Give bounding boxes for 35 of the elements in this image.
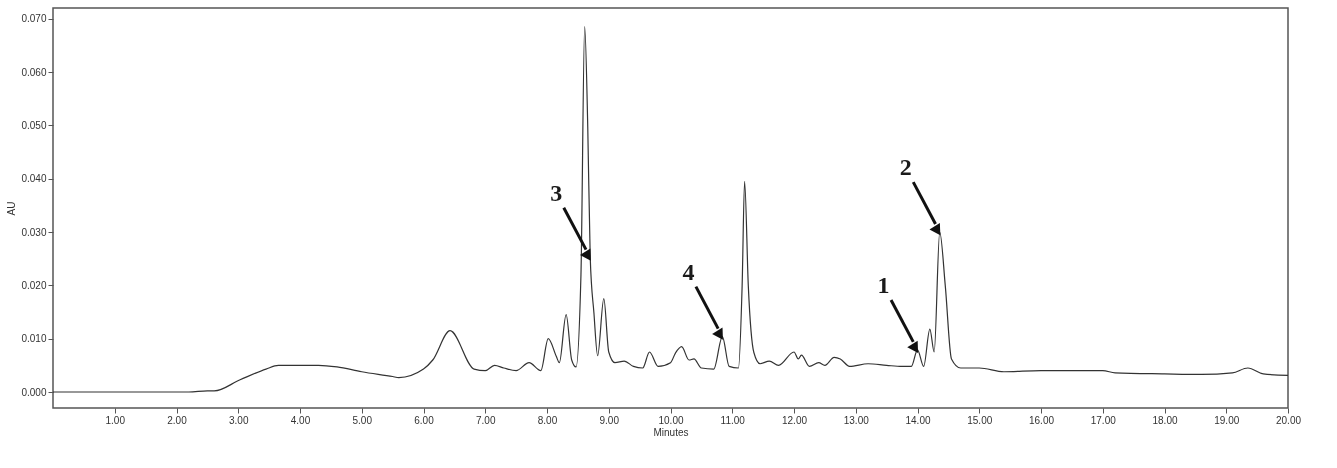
- line-series: [53, 26, 1288, 393]
- x-tick-label: 8.00: [537, 414, 558, 426]
- x-tick-label: 2.00: [167, 414, 188, 426]
- x-tick-label: 20.00: [1275, 414, 1302, 426]
- x-tick-label: 1.00: [105, 414, 126, 426]
- annotation: 4: [682, 258, 695, 285]
- x-tick-label: 11.00: [720, 414, 746, 426]
- y-tick-label: 0.000: [21, 386, 47, 398]
- annotation: 3: [550, 179, 563, 206]
- y-tick-label: 0.010: [21, 333, 47, 345]
- y-tick-label: 0.070: [21, 13, 47, 25]
- x-tick-label: 14.00: [905, 414, 931, 426]
- x-tick-label: 4.00: [290, 414, 311, 426]
- x-tick-label: 18.00: [1152, 414, 1178, 426]
- x-axis-title: Minutes: [653, 426, 689, 438]
- x-tick-label: 12.00: [781, 414, 808, 426]
- x-tick-label: 16.00: [1028, 414, 1055, 426]
- x-tick-label: 6.00: [414, 414, 435, 426]
- x-tick-label: 5.00: [352, 414, 373, 426]
- x-tick-label: 7.00: [476, 414, 496, 426]
- y-axis-title: AU: [6, 201, 18, 216]
- y-tick-label: 0.030: [21, 226, 47, 238]
- y-tick-label: 0.020: [21, 279, 47, 291]
- annotation: 2: [899, 154, 912, 180]
- annotation: 1: [877, 271, 890, 298]
- y-tick-label: 0.060: [21, 66, 47, 78]
- x-tick-label: 3.00: [229, 414, 249, 426]
- y-tick-label: 0.040: [21, 173, 47, 185]
- x-tick-label: 9.00: [599, 414, 620, 426]
- x-tick-label: 15.00: [967, 414, 993, 426]
- y-tick-label: 0.050: [21, 119, 47, 131]
- x-tick-label: 10.00: [658, 414, 684, 426]
- x-tick-label: 17.00: [1090, 414, 1117, 426]
- x-tick-label: 13.00: [843, 414, 870, 426]
- x-tick-label: 19.00: [1214, 414, 1240, 426]
